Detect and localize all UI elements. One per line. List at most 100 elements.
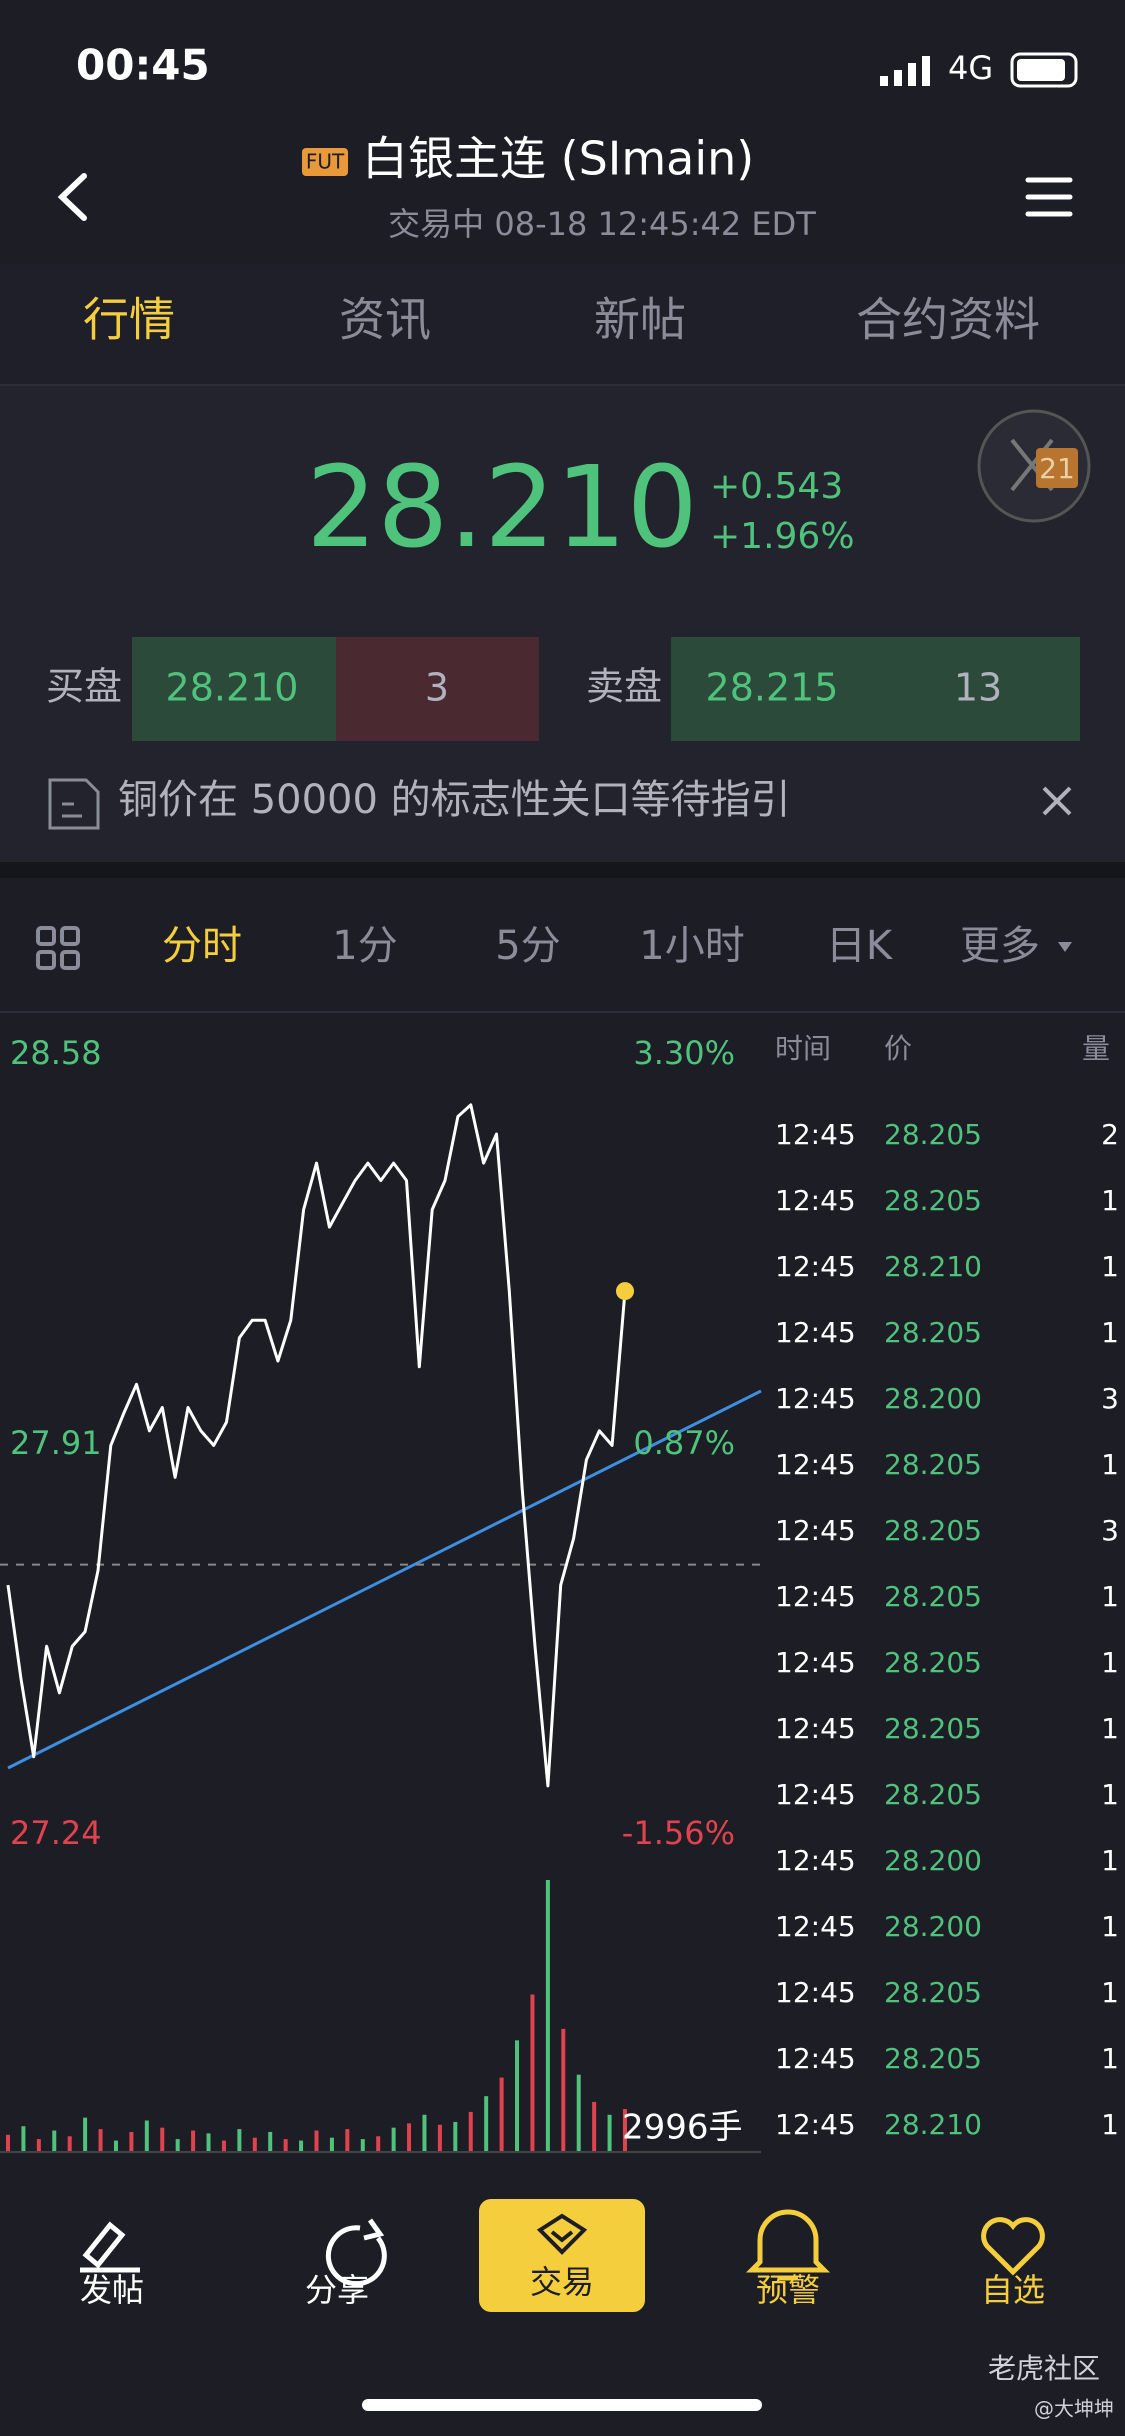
trade-price: 28.205 xyxy=(884,1976,982,2009)
float-badge-text: 21 xyxy=(1039,452,1075,485)
trade-time: 12:45 xyxy=(775,1580,856,1613)
volume-bar xyxy=(237,2129,242,2152)
trade-size: 1 xyxy=(1101,1910,1119,1943)
trade-price: 28.205 xyxy=(884,2042,982,2075)
trade-time: 12:45 xyxy=(775,1778,856,1811)
price-line xyxy=(6,1103,627,1788)
trade-size: 1 xyxy=(1101,2108,1119,2141)
y2-tick-label: -1.56% xyxy=(622,1814,735,1852)
volume-label: 2996手 xyxy=(622,2108,743,2148)
volume-bar xyxy=(98,2129,103,2152)
fut-badge-text: FUT xyxy=(306,150,345,174)
bid-price: 28.210 xyxy=(166,666,299,710)
volume-bar xyxy=(67,2136,72,2152)
status-time: 00:45 xyxy=(76,41,210,90)
trade-price: 28.200 xyxy=(884,1382,982,1415)
home-indicator xyxy=(362,2399,762,2411)
title: 白银主连 (SImain) xyxy=(362,132,754,186)
float-badge xyxy=(1036,448,1078,488)
separator xyxy=(0,862,1125,878)
last-price: 28.210 xyxy=(306,443,698,573)
volume-bar xyxy=(21,2126,26,2152)
layout-icon[interactable] xyxy=(36,926,80,970)
tab[interactable]: 行情 xyxy=(83,293,175,347)
trade-price: 28.205 xyxy=(884,1778,982,1811)
news-icon xyxy=(48,778,100,830)
volume-bar xyxy=(576,2074,581,2152)
bid-size-box xyxy=(336,637,539,741)
trades-header: 时间 xyxy=(775,1032,831,1065)
trade-time: 12:45 xyxy=(775,1910,856,1943)
menu-button[interactable] xyxy=(1025,177,1073,217)
share-icon xyxy=(325,2218,387,2287)
trade-time: 12:45 xyxy=(775,1712,856,1745)
volume-bar xyxy=(437,2124,442,2152)
volume-bar xyxy=(83,2117,88,2152)
tab[interactable]: 合约资料 xyxy=(856,293,1040,347)
trade-size: 1 xyxy=(1101,1844,1119,1877)
tab[interactable]: 新帖 xyxy=(594,293,686,347)
period-tab[interactable]: 1小时 xyxy=(639,923,744,969)
volume-bar xyxy=(407,2123,412,2152)
nav-label[interactable]: 自选 xyxy=(981,2271,1045,2309)
trade-size: 1 xyxy=(1101,1250,1119,1283)
trade-size: 1 xyxy=(1101,1184,1119,1217)
volume-bar xyxy=(530,1994,535,2152)
trade-size: 2 xyxy=(1101,1118,1119,1151)
trade-time: 12:45 xyxy=(775,1184,856,1217)
nav-label[interactable]: 预警 xyxy=(756,2271,820,2309)
trade-price: 28.205 xyxy=(884,1118,982,1151)
watermark-user: @大坤坤 xyxy=(1034,2397,1114,2421)
trade-time: 12:45 xyxy=(775,1118,856,1151)
period-tab[interactable]: 更多 xyxy=(960,923,1040,969)
news-headline[interactable]: 铜价在 50000 的标志性关口等待指引 xyxy=(118,777,791,823)
trade-time: 12:45 xyxy=(775,1646,856,1679)
period-tab[interactable]: 日K xyxy=(826,923,894,969)
period-tab[interactable]: 1分 xyxy=(332,923,397,969)
volume-bar xyxy=(453,2121,458,2152)
trade-time: 12:45 xyxy=(775,1448,856,1481)
tab[interactable]: 资讯 xyxy=(339,293,431,347)
quote-panel xyxy=(0,386,1125,862)
trade-icon xyxy=(536,2213,588,2255)
volume-bar xyxy=(376,2136,381,2152)
trade-price: 28.205 xyxy=(884,1316,982,1349)
back-button[interactable] xyxy=(57,173,87,221)
nav-label[interactable]: 发帖 xyxy=(80,2271,144,2309)
nav-label[interactable]: 交易 xyxy=(530,2263,594,2301)
alert-icon xyxy=(745,2209,831,2281)
trade-size: 3 xyxy=(1101,1382,1119,1415)
trade-price: 28.210 xyxy=(884,1250,982,1283)
volume-bar xyxy=(175,2139,180,2152)
trade-size: 1 xyxy=(1101,1712,1119,1745)
last-price-dot xyxy=(616,1282,634,1301)
trade-time: 12:45 xyxy=(775,1844,856,1877)
nav-label[interactable]: 分享 xyxy=(305,2271,369,2309)
dropdown-arrow xyxy=(1058,942,1072,952)
close-news[interactable] xyxy=(1042,786,1072,816)
trade-price: 28.205 xyxy=(884,1448,982,1481)
trade-time: 12:45 xyxy=(775,1382,856,1415)
volume-bar xyxy=(52,2130,57,2152)
trade-button-bg[interactable] xyxy=(479,2199,645,2312)
trade-size: 1 xyxy=(1101,1316,1119,1349)
trade-time: 12:45 xyxy=(775,2042,856,2075)
period-tab[interactable]: 分时 xyxy=(162,923,242,969)
volume-bar xyxy=(299,2140,304,2152)
volume-bar xyxy=(283,2139,288,2152)
trade-time: 12:45 xyxy=(775,2108,856,2141)
ask-box xyxy=(671,637,1080,741)
volume-bar xyxy=(484,2096,489,2152)
trade-price: 28.210 xyxy=(884,2108,982,2141)
period-tab[interactable]: 5分 xyxy=(495,923,560,969)
battery-level xyxy=(1017,59,1065,81)
volume-bar xyxy=(545,1880,550,2152)
volume-bar xyxy=(515,2040,520,2152)
trade-size: 3 xyxy=(1101,1514,1119,1547)
trade-size: 1 xyxy=(1101,1448,1119,1481)
volume-bar xyxy=(113,2140,118,2152)
volume-bar xyxy=(623,2109,627,2152)
trade-size: 1 xyxy=(1101,1976,1119,2009)
ask-label: 卖盘 xyxy=(586,665,662,709)
